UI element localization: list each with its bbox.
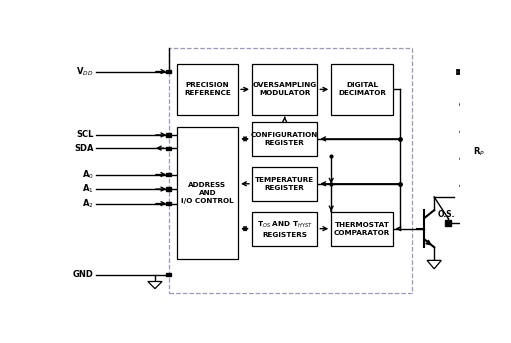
Bar [167, 202, 171, 205]
Text: CONFIGURATION
REGISTER: CONFIGURATION REGISTER [251, 132, 318, 146]
Bar [177, 127, 238, 259]
Text: R$_P$: R$_P$ [473, 146, 484, 158]
Bar [252, 63, 317, 115]
Text: DIGITAL
DECIMATOR: DIGITAL DECIMATOR [338, 82, 386, 96]
Text: O.S.: O.S. [437, 211, 455, 220]
Bar [177, 63, 238, 115]
Bar [331, 63, 392, 115]
Text: GND: GND [73, 270, 94, 280]
Text: SDA: SDA [74, 144, 94, 153]
Text: T$_{OS}$ AND T$_{HYST}$
REGISTERS: T$_{OS}$ AND T$_{HYST}$ REGISTERS [257, 220, 313, 238]
Text: V$_{DD}$: V$_{DD}$ [76, 65, 94, 78]
Text: ADDRESS
AND
I/O CONTROL: ADDRESS AND I/O CONTROL [181, 182, 234, 204]
Text: A$_0$: A$_0$ [82, 168, 94, 181]
Text: OVERSAMPLING
MODULATOR: OVERSAMPLING MODULATOR [252, 82, 317, 96]
Text: A$_1$: A$_1$ [82, 183, 94, 195]
Polygon shape [148, 282, 162, 288]
Bar [167, 70, 171, 73]
Text: TEMPERATURE
REGISTER: TEMPERATURE REGISTER [255, 177, 314, 191]
Bar [167, 188, 171, 191]
Bar [252, 122, 317, 156]
Text: THERMOSTAT
COMPARATOR: THERMOSTAT COMPARATOR [334, 222, 390, 236]
Text: A$_2$: A$_2$ [82, 197, 94, 210]
Bar [252, 167, 317, 201]
Text: PRECISION
REFERENCE: PRECISION REFERENCE [184, 82, 231, 96]
Bar [167, 146, 171, 150]
Bar [167, 273, 171, 276]
Bar [169, 48, 412, 293]
Polygon shape [427, 260, 442, 269]
Bar [167, 173, 171, 176]
Bar [252, 212, 317, 246]
Bar [331, 212, 392, 246]
Text: SCL: SCL [76, 130, 94, 139]
Bar [167, 133, 171, 137]
